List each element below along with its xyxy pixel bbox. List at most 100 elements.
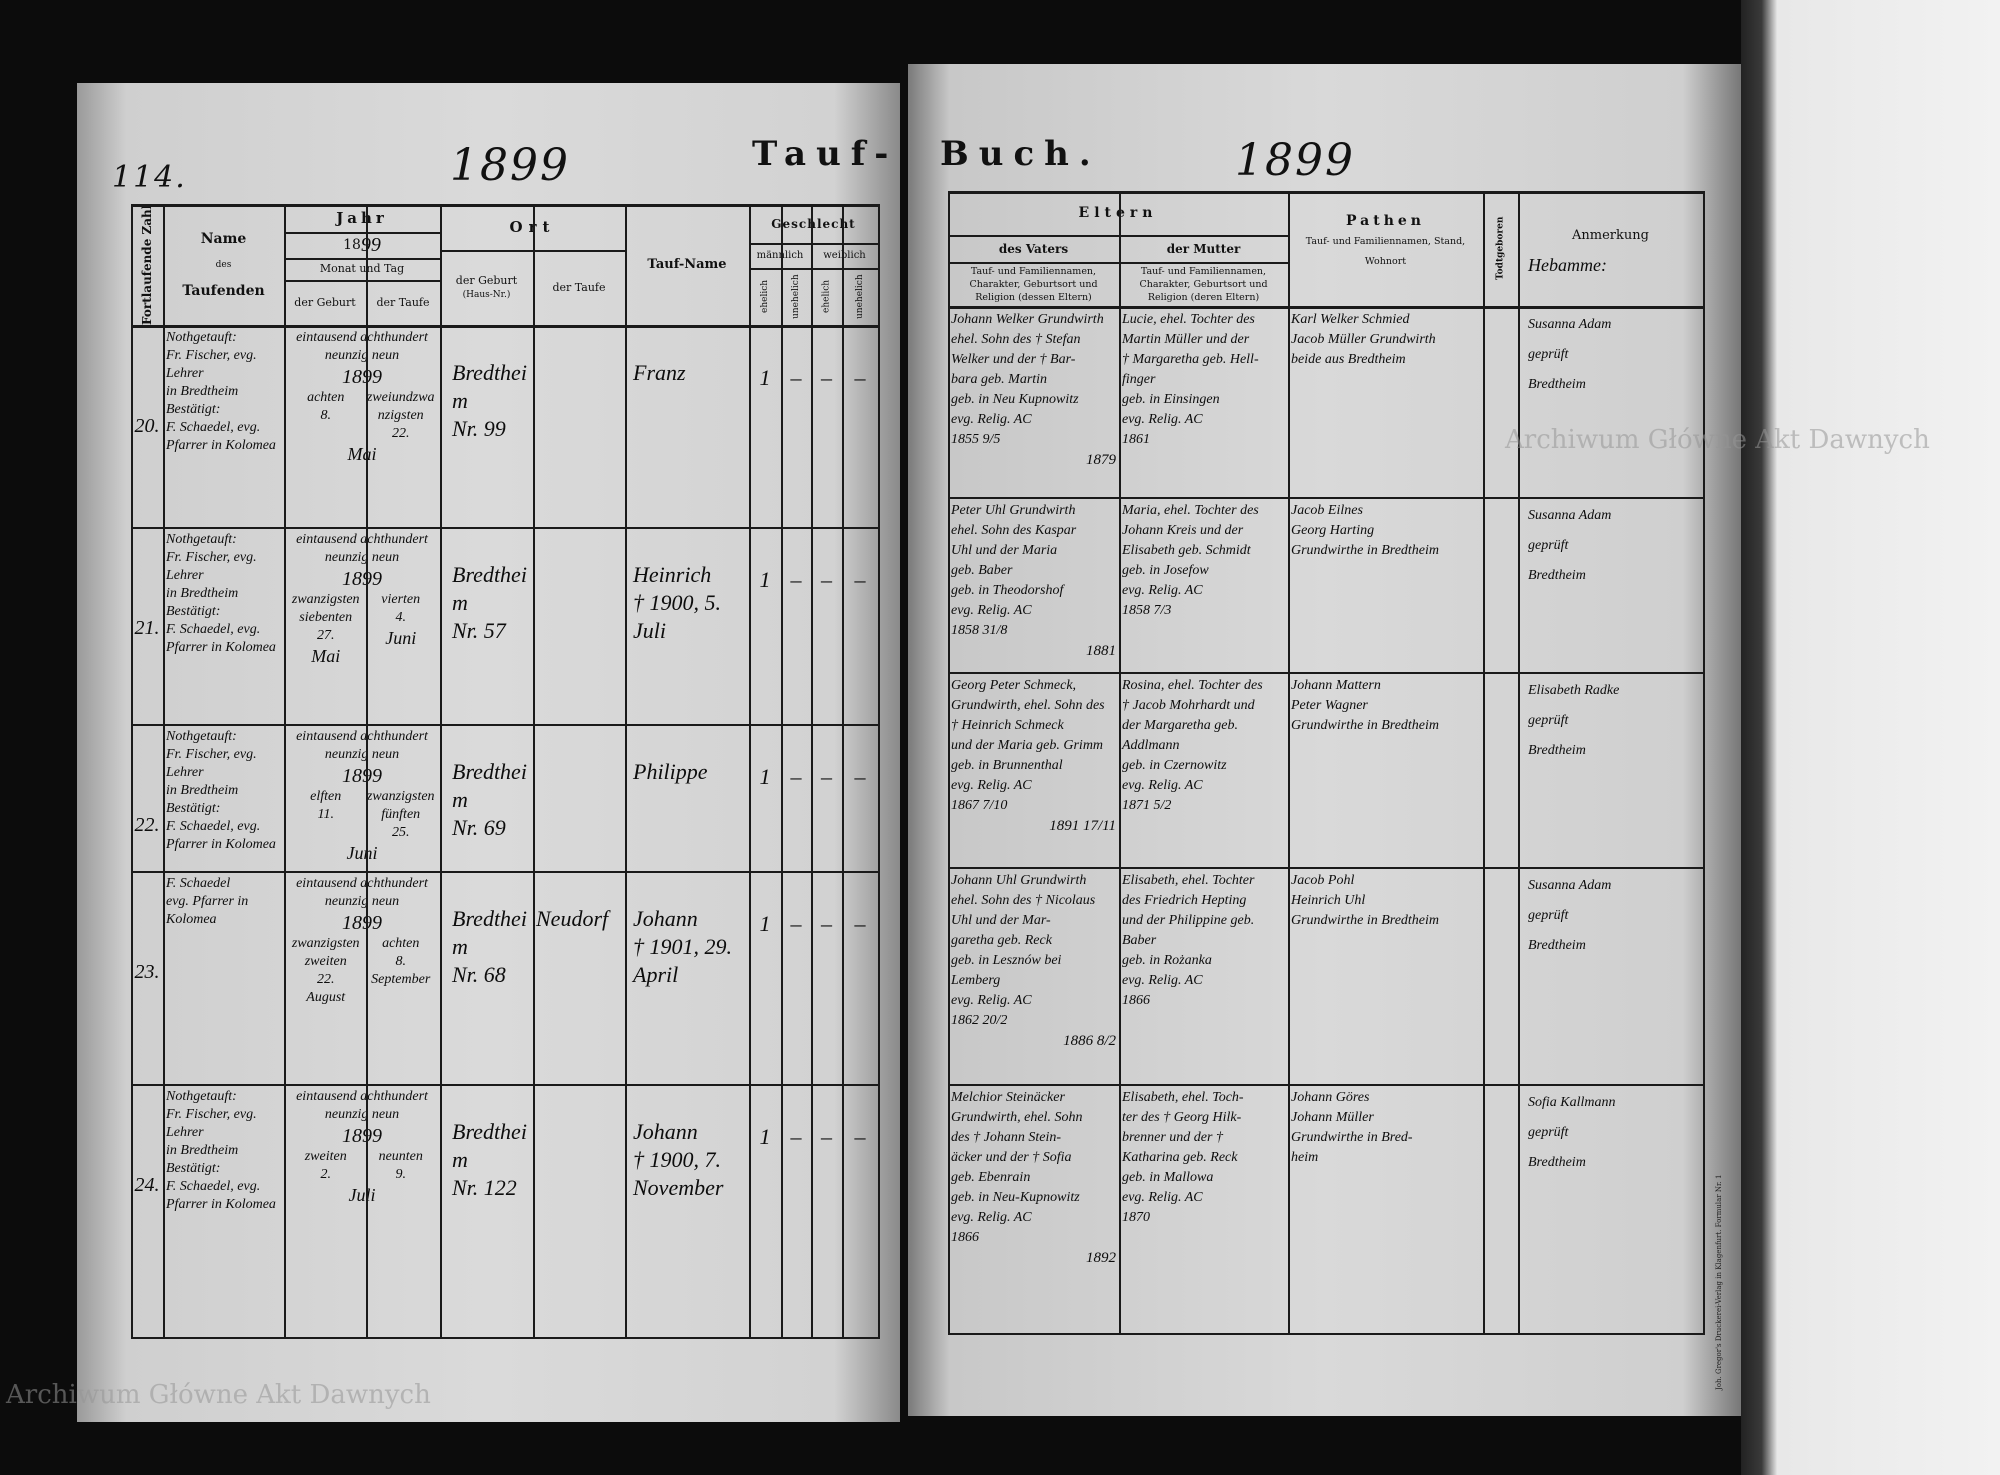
- remarks-midwife: Elisabeth Radke geprüft Bredtheim: [1518, 672, 1703, 867]
- mother-line: des Friedrich Hepting: [1122, 893, 1247, 908]
- baptism-day-line: 25.: [391, 825, 410, 840]
- godparents-line: Grundwirthe in Bred-: [1291, 1130, 1413, 1145]
- remarks-midwife-line: Bredtheim: [1528, 743, 1586, 758]
- father-line: geb. in Brunnenthal: [951, 758, 1063, 773]
- father-line: Johann Welker Grundwirth: [951, 312, 1104, 327]
- remarks-midwife: Susanna Adam geprüft Bredtheim: [1518, 306, 1703, 497]
- father-line: geb. in Neu-Kupnowitz: [951, 1190, 1080, 1205]
- birth-day-line: 11.: [317, 807, 334, 822]
- father: Georg Peter Schmeck, Grundwirth, ehel. So…: [948, 672, 1119, 867]
- mother-line: Lucie, ehel. Tochter des: [1122, 312, 1255, 327]
- father-line: 1855 9/5: [951, 432, 1001, 447]
- godparents-line: Karl Welker Schmied: [1291, 312, 1410, 327]
- header-name-line: Taufenden: [182, 282, 265, 299]
- godparents-label: Pathen: [1346, 213, 1425, 229]
- father-line: geb. in Lesznów bei: [951, 953, 1062, 968]
- godparents: Jacob Eilnes Georg Harting Grundwirthe in …: [1288, 497, 1483, 672]
- father-line: des † Johann Stein-: [951, 1130, 1062, 1145]
- row-rule: [948, 306, 1705, 309]
- remarks-midwife-line: geprüft: [1528, 908, 1569, 923]
- column-rule: [1288, 191, 1290, 1333]
- header-baptism: der Taufe: [376, 295, 430, 309]
- column-rule: [1518, 191, 1520, 1333]
- watermark: Archiwum Główne Akt Dawnych: [6, 1380, 431, 1410]
- mother-line: 1871 5/2: [1122, 798, 1172, 813]
- baptizer-line: in Bredtheim: [166, 586, 239, 601]
- mother-line: evg. Relig. AC: [1122, 412, 1203, 427]
- birth-day-line: zwanzigsten: [291, 936, 360, 951]
- place-of-baptism: [533, 754, 625, 871]
- header-place: Ort: [440, 204, 625, 250]
- mother-line: brenner und der †: [1122, 1130, 1223, 1145]
- sex-mark: –: [790, 764, 802, 789]
- baptizer-line: F. Schaedel, evg.: [166, 622, 261, 637]
- column-rule: [948, 191, 950, 1333]
- header-name: Name des Taufenden: [163, 204, 284, 325]
- entry-number: 24.: [134, 1174, 160, 1196]
- baptizer: Nothgetauft: Fr. Fischer, evg. Lehrer in B…: [163, 527, 284, 724]
- sex-mark: –: [790, 1124, 802, 1149]
- father-line: evg. Relig. AC: [951, 603, 1032, 618]
- remarks-midwife: Susanna Adam geprüft Bredtheim: [1518, 497, 1703, 672]
- baptism-day-line: zweiundzwanzigsten: [366, 390, 435, 423]
- year-words-line: eintausend achthundert: [296, 532, 428, 547]
- baptizer-line: Bestätigt:: [166, 604, 221, 619]
- mother: Maria, ehel. Tochter des Johann Kreis und…: [1119, 497, 1288, 672]
- header-father: des Vaters: [998, 241, 1069, 256]
- book-title-part1: Tauf-: [752, 134, 899, 174]
- row-rule: [948, 867, 1705, 869]
- godparents-line: Grundwirthe in Bredtheim: [1291, 718, 1440, 733]
- baptizer-line: Bestätigt:: [166, 801, 221, 816]
- day-columns: achten 8. zweiundzwanzigsten 22.: [287, 389, 437, 443]
- row-rule: [284, 258, 440, 260]
- year-words-line: neunzig neun: [324, 747, 400, 762]
- father: Melchior Steinäcker Grundwirth, ehel. Soh…: [948, 1084, 1119, 1333]
- desc-line: Religion (deren Eltern): [1147, 291, 1260, 303]
- remarks-midwife-line: Bredtheim: [1528, 377, 1586, 392]
- column-rule: [533, 204, 535, 1337]
- mother-line: Addlmann: [1122, 738, 1180, 753]
- godparents-line: Grundwirthe in Bredtheim: [1291, 913, 1440, 928]
- place-of-baptism: Neudorf: [533, 901, 625, 1084]
- baptism-day-line: neunten: [378, 1149, 423, 1164]
- baptizer: F. Schaedel evg. Pfarrer in Kolomea: [163, 871, 284, 1084]
- baptizer: Nothgetauft: Fr. Fischer, evg. Lehrer in B…: [163, 1084, 284, 1337]
- birth-day-line: zwanzigsten: [291, 592, 360, 607]
- father-line: evg. Relig. AC: [951, 412, 1032, 427]
- marriage-date: 1879: [1086, 452, 1116, 468]
- header-male-legit: ehelich: [760, 279, 770, 314]
- column-rule: [625, 204, 627, 1337]
- mother-line: finger: [1122, 372, 1156, 387]
- year-words-line: neunzig neun: [324, 550, 400, 565]
- header-male-illegit: unehelich: [791, 274, 801, 319]
- father-line: † Heinrich Schmeck: [951, 718, 1064, 733]
- mother-line: Maria, ehel. Tochter des: [1122, 503, 1259, 518]
- godparents: Johann Mattern Peter Wagner Grundwirthe in…: [1288, 672, 1483, 867]
- father-line: evg. Relig. AC: [951, 1210, 1032, 1225]
- remarks-midwife: Sofia Kallmann geprüft Bredtheim: [1518, 1084, 1703, 1333]
- remarks-midwife-label: Hebamme:: [1528, 255, 1607, 275]
- date-cell: eintausend achthundert neunzig neun 1899 zw…: [284, 871, 440, 1084]
- book-title-part2: Buch.: [940, 134, 1101, 174]
- place-of-baptism: [533, 355, 625, 527]
- godparents-line: Grundwirthe in Bredtheim: [1291, 543, 1440, 558]
- birth-day: zwanzigsten zweiten 22. August: [287, 935, 364, 1007]
- mother: Lucie, ehel. Tochter des Martin Müller un…: [1119, 306, 1288, 497]
- father-line: und der Maria geb. Grimm: [951, 738, 1104, 753]
- birth-day: achten 8.: [287, 389, 364, 443]
- remarks-midwife: Susanna Adam geprüft Bredtheim: [1518, 867, 1703, 1084]
- date-cell: eintausend achthundert neunzig neun 1899 zw…: [284, 527, 440, 724]
- birth-day-line: 27.: [316, 628, 335, 643]
- baptizer-line: Bestätigt:: [166, 1161, 221, 1176]
- place-of-birth-line: Bredtheim: [452, 1119, 527, 1172]
- godparents: Karl Welker Schmied Jacob Müller Grundwir…: [1288, 306, 1483, 497]
- column-rule: [1119, 191, 1121, 1333]
- header-name-line: des: [215, 259, 232, 270]
- header-father-desc: Tauf- und Familiennamen, Charakter, Gebu…: [948, 262, 1119, 306]
- baptizer-line: evg. Pfarrer in: [166, 894, 249, 909]
- sex-mark: –: [790, 365, 802, 390]
- place-of-birth: Bredtheim Nr. 99: [440, 355, 533, 527]
- baptismal-name-line: † 1901, 29. April: [633, 934, 732, 987]
- birth-day-line: zweiten: [304, 954, 347, 969]
- baptismal-name: Heinrich † 1900, 5. Juli: [625, 557, 749, 724]
